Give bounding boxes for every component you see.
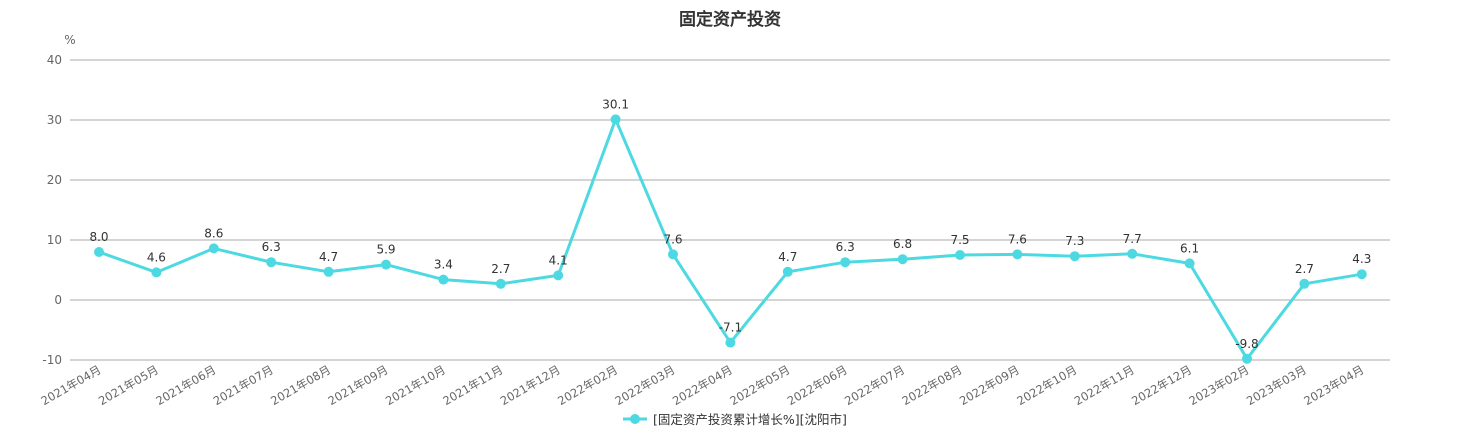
x-tick-label: 2021年06月 <box>153 362 218 408</box>
y-tick-label: 40 <box>47 53 62 67</box>
data-point[interactable] <box>1242 353 1252 364</box>
legend[interactable]: [固定资产投资累计增长%][沈阳市] <box>623 412 847 427</box>
data-point[interactable] <box>955 250 965 260</box>
x-tick-label: 2022年11月 <box>1072 362 1137 408</box>
data-label: 30.1 <box>602 97 629 111</box>
data-label: 7.3 <box>1065 234 1084 248</box>
data-label: 6.3 <box>836 240 855 254</box>
data-label: -7.1 <box>719 321 742 335</box>
data-point[interactable] <box>151 267 162 278</box>
y-tick-label: 0 <box>54 293 62 307</box>
x-tick-label: 2022年12月 <box>1129 362 1194 408</box>
x-tick-label: 2021年08月 <box>268 362 333 408</box>
data-label: -9.8 <box>1235 337 1258 351</box>
data-point[interactable] <box>1184 258 1195 269</box>
x-tick-label: 2021年12月 <box>498 362 563 408</box>
data-point[interactable] <box>553 270 564 281</box>
data-label: 7.5 <box>950 233 969 247</box>
x-tick-label: 2022年07月 <box>842 362 907 408</box>
data-point[interactable] <box>266 257 277 268</box>
data-point[interactable] <box>1069 251 1080 262</box>
data-point[interactable] <box>1299 278 1310 289</box>
x-tick-label: 2021年11月 <box>440 362 505 408</box>
data-point[interactable] <box>897 254 908 265</box>
x-tick-label: 2021年05月 <box>96 362 161 408</box>
data-label: 7.6 <box>1008 232 1027 246</box>
grid-lines <box>70 59 1390 361</box>
y-axis-ticks: 40 30 20 10 0 -10 <box>42 53 62 367</box>
data-point[interactable] <box>381 259 391 270</box>
data-label: 7.6 <box>663 232 682 246</box>
x-tick-label: 2022年03月 <box>613 362 678 408</box>
x-tick-label: 2022年05月 <box>727 362 792 408</box>
data-point[interactable] <box>208 243 219 254</box>
data-label: 4.1 <box>549 253 568 267</box>
data-label: 6.8 <box>893 237 912 251</box>
data-label: 7.7 <box>1123 232 1142 246</box>
data-label: 6.1 <box>1180 241 1199 255</box>
legend-marker-icon <box>630 414 640 424</box>
data-label: 4.7 <box>319 250 338 264</box>
x-tick-label: 2021年07月 <box>211 362 276 408</box>
chart-title: 固定资产投资 <box>679 9 781 30</box>
x-tick-label: 2021年09月 <box>326 362 391 408</box>
data-label: 6.3 <box>262 240 281 254</box>
data-label: 8.0 <box>89 230 108 244</box>
x-axis-ticks: 2021年04月2021年05月2021年06月2021年07月2021年08月… <box>39 362 1367 408</box>
data-point[interactable] <box>495 278 506 289</box>
data-labels: 8.0 4.6 8.6 6.3 4.7 5.9 3.4 2.7 4.1 30.1 7.6 -7.1 4.… <box>89 97 1371 350</box>
data-label: 8.6 <box>204 226 223 240</box>
x-tick-label: 2022年06月 <box>785 362 850 408</box>
x-tick-label: 2023年02月 <box>1187 362 1252 408</box>
data-point[interactable] <box>1012 249 1023 260</box>
x-tick-label: 2023年04月 <box>1301 362 1366 408</box>
data-label: 4.3 <box>1352 252 1371 266</box>
data-point[interactable] <box>610 114 621 125</box>
data-point[interactable] <box>94 247 104 257</box>
legend-label: [固定资产投资累计增长%][沈阳市] <box>653 412 847 427</box>
data-label: 4.7 <box>778 250 797 264</box>
x-tick-label: 2022年10月 <box>1014 362 1079 408</box>
data-point[interactable] <box>668 249 678 260</box>
data-point[interactable] <box>1356 269 1367 280</box>
data-point[interactable] <box>323 266 334 277</box>
x-tick-label: 2021年10月 <box>383 362 448 408</box>
x-tick-label: 2022年02月 <box>555 362 620 408</box>
data-point[interactable] <box>438 274 449 285</box>
data-label: 4.6 <box>147 250 166 264</box>
x-tick-label: 2022年09月 <box>957 362 1022 408</box>
x-tick-label: 2022年04月 <box>670 362 735 408</box>
y-tick-label: 10 <box>47 233 62 247</box>
x-tick-label: 2021年04月 <box>39 362 104 408</box>
x-tick-label: 2023年03月 <box>1244 362 1309 408</box>
data-label: 3.4 <box>434 258 453 272</box>
data-point[interactable] <box>840 257 851 268</box>
series-line-group <box>94 114 1367 364</box>
data-point[interactable] <box>1127 248 1138 259</box>
data-point[interactable] <box>782 266 793 277</box>
data-label: 2.7 <box>1295 262 1314 276</box>
y-tick-label: 30 <box>47 113 62 127</box>
y-axis-unit: % <box>64 33 75 47</box>
y-tick-label: -10 <box>42 353 62 367</box>
data-label: 2.7 <box>491 262 510 276</box>
y-tick-label: 20 <box>47 173 62 187</box>
data-label: 5.9 <box>376 243 395 257</box>
data-point[interactable] <box>725 337 736 348</box>
x-tick-label: 2022年08月 <box>900 362 965 408</box>
